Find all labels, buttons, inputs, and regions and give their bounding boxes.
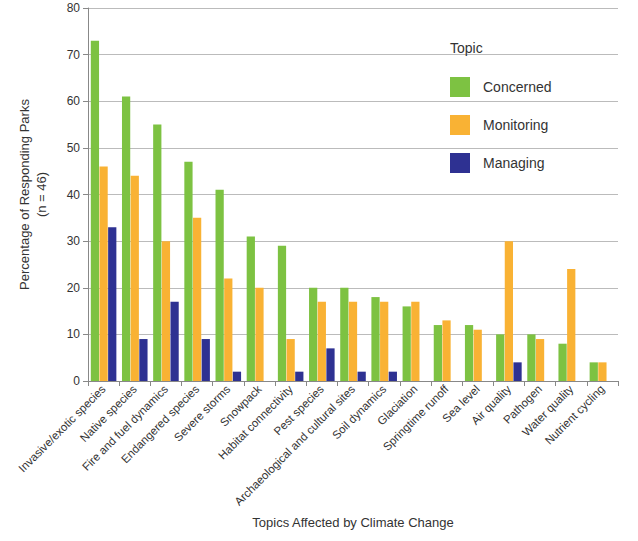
svg-text:50: 50 [67,141,81,155]
svg-text:Concerned: Concerned [483,79,552,95]
svg-text:Pest species: Pest species [271,382,327,438]
svg-text:10: 10 [67,327,81,341]
svg-text:Native species: Native species [77,382,139,445]
svg-text:60: 60 [67,94,81,108]
svg-text:30: 30 [67,234,81,248]
svg-text:Topic: Topic [450,40,483,56]
svg-text:(n = 46): (n = 46) [34,172,49,217]
svg-text:Sea level: Sea level [440,382,482,425]
svg-text:20: 20 [67,281,81,295]
svg-text:Topics Affected by Climate Cha: Topics Affected by Climate Change [252,515,453,530]
svg-text:Archaeological and cultural si: Archaeological and cultural sites [232,383,357,508]
svg-text:Soil dynamics: Soil dynamics [330,383,389,442]
svg-text:40: 40 [67,188,81,202]
svg-text:Habitat connectivity: Habitat connectivity [216,382,295,462]
svg-text:Fire and fuel dynamics: Fire and fuel dynamics [80,382,171,473]
svg-text:Severe storms: Severe storms [171,382,233,444]
svg-text:Springtime runoff: Springtime runoff [380,382,451,453]
svg-text:Monitoring: Monitoring [483,117,548,133]
svg-text:Water quality: Water quality [519,382,576,439]
svg-text:Endangered species: Endangered species [118,382,202,466]
svg-text:Pathogen: Pathogen [501,382,545,426]
svg-text:70: 70 [67,48,81,62]
svg-text:80: 80 [67,1,81,15]
svg-text:Percentage of Responding Parks: Percentage of Responding Parks [17,99,32,290]
svg-text:0: 0 [73,374,80,388]
svg-text:Air quality: Air quality [469,382,514,427]
svg-text:Nutrient cycling: Nutrient cycling [543,383,607,447]
svg-text:Snowpack: Snowpack [217,382,264,429]
svg-text:Glaciation: Glaciation [375,382,420,428]
svg-text:Managing: Managing [483,155,545,171]
svg-text:Invasive/exotic species: Invasive/exotic species [16,382,108,475]
